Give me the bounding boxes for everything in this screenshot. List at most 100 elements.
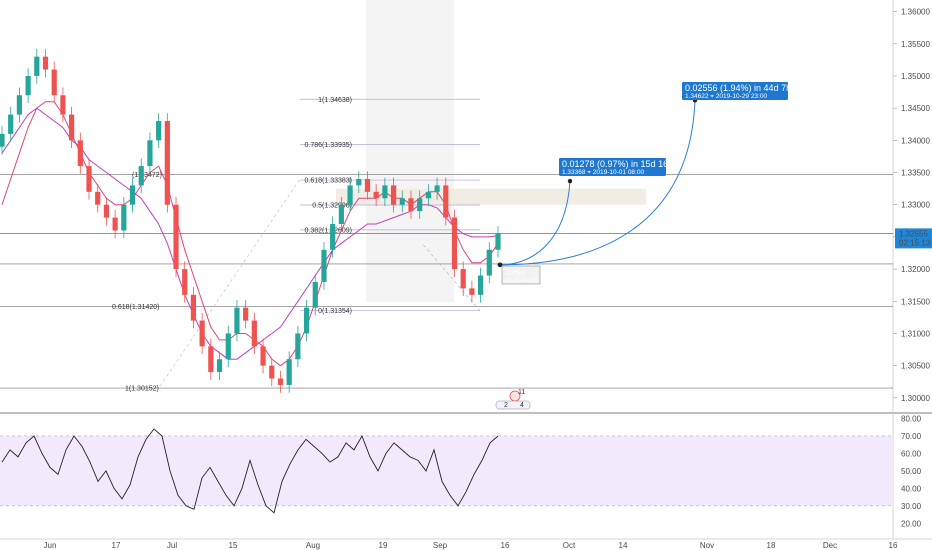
price-tick-label: 1.30500 <box>901 362 930 371</box>
candle-body <box>69 114 75 141</box>
candle-body <box>77 140 83 167</box>
candle-body <box>16 95 23 115</box>
rsi-tick-label: 20.00 <box>901 519 922 528</box>
candle-body <box>182 269 188 295</box>
candle-body <box>60 95 66 115</box>
candle-body <box>216 359 223 373</box>
countdown-label: 02:15:13 <box>899 238 931 247</box>
candle-body <box>390 185 397 205</box>
candle-body <box>208 346 214 373</box>
fib-left-label: (1.33472) <box>132 172 162 179</box>
time-tick-label: 18 <box>767 541 776 550</box>
candle-body <box>408 198 414 212</box>
candle-body <box>260 346 266 366</box>
candle-body <box>303 307 310 334</box>
candle-body <box>434 185 440 192</box>
fib-trend-line <box>421 243 481 312</box>
moving-average-line <box>1 107 499 360</box>
candle-body <box>112 217 118 231</box>
candle-body <box>469 288 475 295</box>
annotation-1-line1: 0.01278 (0.97%) in 15d 16h <box>562 159 673 169</box>
candle-body <box>42 56 49 70</box>
price-tick-label: 1.31500 <box>901 297 930 306</box>
candle-body <box>451 217 458 270</box>
price-tick-label: 1.35000 <box>901 72 930 81</box>
moving-average-line <box>1 101 499 367</box>
price-tick-label: 1.32000 <box>901 265 930 274</box>
annotation-box-2 <box>682 82 788 100</box>
price-tick-label: 1.34500 <box>901 104 930 113</box>
time-tick-label: Dec <box>823 541 837 550</box>
rsi-line <box>1 428 499 514</box>
fib-left-label: 1(1.30152) <box>125 386 159 393</box>
candle-body <box>138 166 144 186</box>
candle-body <box>234 307 240 334</box>
candle-body <box>199 320 205 347</box>
annotation-2-line2: 1.34622 ⌖ 2019-10-29 23:00 <box>685 93 767 100</box>
fib-level-label: 1(1.34638) <box>318 97 352 104</box>
candle-body <box>269 365 275 379</box>
candle-body <box>103 204 110 218</box>
time-tick-label: 16 <box>501 541 510 550</box>
time-tick-label: 15 <box>229 541 238 550</box>
fib-level-label: 0.382(1.32609) <box>305 227 352 234</box>
candle-body <box>225 333 231 360</box>
projection-target-point-1 <box>567 178 573 184</box>
candle-body <box>86 166 92 192</box>
candle-body <box>286 359 292 385</box>
price-tick-label: 1.33500 <box>901 169 930 178</box>
candle-body <box>121 204 127 231</box>
rsi-tick-label: 40.00 <box>901 484 922 493</box>
candle-body <box>25 75 31 96</box>
candle-body <box>495 233 501 250</box>
fib-level-label: 0.786(1.33935) <box>305 142 352 149</box>
candle-body <box>321 249 327 282</box>
candle-body <box>95 191 101 205</box>
rsi-tick-label: 50.00 <box>901 467 922 476</box>
candle-body <box>356 178 362 186</box>
projection-origin-point <box>497 262 503 268</box>
rsi-tick-label: 80.00 <box>901 414 922 423</box>
time-tick-label: 19 <box>379 541 388 550</box>
candle-body <box>295 333 301 360</box>
candle-body <box>347 185 353 205</box>
fib-level-label: 0(1.31354) <box>318 308 352 315</box>
rsi-band <box>0 435 893 506</box>
rsi-tick-label: 30.00 <box>901 502 922 511</box>
candle-body <box>425 191 431 199</box>
event-count-label: 11 <box>518 389 525 396</box>
projection-path-2 <box>499 100 696 266</box>
candle-body <box>338 204 344 225</box>
annotation-2-line1: 0.02556 (1.94%) in 44d 7h <box>685 83 791 93</box>
annotation-1-line2: 1.33368 ⌖ 2019-10-01 08:00 <box>562 169 644 176</box>
rsi-tick-label: 70.00 <box>901 432 922 441</box>
fib-level-label: 0.618(1.33383) <box>305 178 352 185</box>
candle-body <box>373 191 379 199</box>
time-tick-label: 16 <box>889 541 898 550</box>
current-price-badge <box>895 228 932 249</box>
candle-body <box>382 185 388 199</box>
candle-body <box>330 224 336 250</box>
candle-body <box>147 140 153 167</box>
candle-body <box>0 133 5 147</box>
candle-body <box>399 198 405 205</box>
price-tick-label: 1.31000 <box>901 329 930 338</box>
event-badge-strip <box>495 400 531 410</box>
candle-body <box>460 269 466 289</box>
event-badge-label: 2 <box>504 402 508 409</box>
candle-body <box>312 281 318 308</box>
time-tick-label: Nov <box>700 541 714 550</box>
candle-body <box>51 69 57 96</box>
highlight-range <box>366 0 454 302</box>
time-tick-label: Jun <box>44 541 57 550</box>
price-tick-label: 1.34000 <box>901 136 930 145</box>
candle-body <box>443 185 449 218</box>
time-tick-label: Aug <box>306 541 320 550</box>
rsi-tick-label: 60.00 <box>901 449 922 458</box>
candle-body <box>34 56 40 76</box>
candle-body <box>477 275 484 295</box>
fib-left-label: 0.618(1.31420) <box>112 304 159 311</box>
annotation-3-line1: .32066 <box>505 270 525 277</box>
candle-body <box>417 198 423 212</box>
